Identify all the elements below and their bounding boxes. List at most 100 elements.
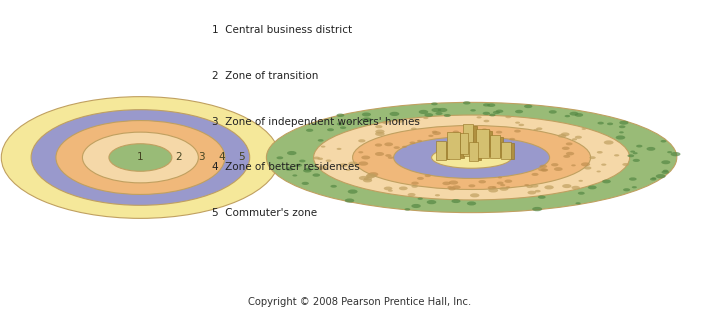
Circle shape bbox=[109, 144, 172, 171]
Circle shape bbox=[56, 121, 225, 194]
Circle shape bbox=[375, 129, 384, 134]
Circle shape bbox=[629, 177, 636, 181]
Circle shape bbox=[375, 143, 382, 147]
Circle shape bbox=[496, 110, 503, 113]
Circle shape bbox=[528, 191, 536, 194]
Circle shape bbox=[417, 140, 422, 142]
Circle shape bbox=[563, 155, 570, 158]
Circle shape bbox=[647, 147, 655, 151]
Bar bbox=[446, 142, 449, 159]
Circle shape bbox=[584, 166, 591, 169]
Circle shape bbox=[566, 142, 572, 145]
Circle shape bbox=[661, 160, 670, 164]
Bar bbox=[477, 129, 489, 158]
Bar bbox=[463, 124, 474, 156]
Circle shape bbox=[366, 173, 377, 178]
Circle shape bbox=[390, 112, 400, 116]
Circle shape bbox=[532, 207, 542, 211]
Text: 5: 5 bbox=[238, 152, 245, 163]
Ellipse shape bbox=[431, 147, 512, 168]
Circle shape bbox=[623, 188, 630, 191]
Circle shape bbox=[348, 162, 358, 166]
Circle shape bbox=[295, 164, 302, 167]
Circle shape bbox=[413, 119, 420, 122]
Circle shape bbox=[619, 131, 624, 133]
Bar bbox=[468, 134, 471, 153]
Circle shape bbox=[489, 114, 495, 117]
Circle shape bbox=[622, 163, 629, 166]
Circle shape bbox=[492, 111, 500, 114]
Circle shape bbox=[562, 184, 572, 188]
Ellipse shape bbox=[353, 125, 590, 189]
Bar bbox=[500, 137, 503, 157]
Circle shape bbox=[318, 139, 323, 142]
Circle shape bbox=[336, 148, 341, 150]
Circle shape bbox=[427, 200, 436, 204]
Circle shape bbox=[630, 151, 635, 153]
Text: 1  Central business district: 1 Central business district bbox=[212, 25, 353, 35]
Circle shape bbox=[287, 151, 297, 155]
Circle shape bbox=[487, 186, 496, 190]
Circle shape bbox=[575, 202, 581, 204]
Circle shape bbox=[361, 156, 370, 159]
Circle shape bbox=[578, 192, 585, 195]
Circle shape bbox=[636, 145, 642, 147]
Circle shape bbox=[531, 173, 539, 176]
Circle shape bbox=[582, 128, 586, 130]
Circle shape bbox=[477, 116, 482, 118]
Circle shape bbox=[572, 186, 580, 190]
Circle shape bbox=[558, 134, 567, 138]
Circle shape bbox=[424, 113, 433, 117]
Circle shape bbox=[539, 165, 547, 168]
Bar bbox=[511, 143, 513, 158]
Circle shape bbox=[498, 177, 502, 179]
Ellipse shape bbox=[314, 115, 629, 200]
Ellipse shape bbox=[266, 102, 677, 213]
Circle shape bbox=[411, 128, 417, 130]
Circle shape bbox=[299, 160, 305, 163]
Circle shape bbox=[604, 140, 613, 145]
Circle shape bbox=[505, 186, 510, 188]
Circle shape bbox=[325, 159, 331, 162]
Circle shape bbox=[453, 130, 459, 133]
Circle shape bbox=[633, 152, 638, 154]
Circle shape bbox=[485, 129, 491, 132]
Circle shape bbox=[470, 193, 480, 198]
Circle shape bbox=[469, 184, 475, 187]
Circle shape bbox=[436, 112, 443, 115]
Ellipse shape bbox=[394, 137, 549, 178]
Circle shape bbox=[336, 113, 344, 117]
Circle shape bbox=[327, 128, 334, 131]
Circle shape bbox=[492, 186, 497, 188]
Circle shape bbox=[500, 184, 505, 186]
Circle shape bbox=[549, 110, 557, 114]
Circle shape bbox=[399, 186, 408, 190]
Circle shape bbox=[541, 169, 548, 172]
Circle shape bbox=[538, 168, 546, 171]
Circle shape bbox=[627, 154, 634, 157]
Circle shape bbox=[82, 132, 199, 183]
Circle shape bbox=[431, 102, 438, 105]
Circle shape bbox=[276, 156, 283, 159]
Circle shape bbox=[544, 185, 554, 189]
Circle shape bbox=[31, 110, 250, 205]
Text: Copyright © 2008 Pearson Prentice Hall, Inc.: Copyright © 2008 Pearson Prentice Hall, … bbox=[248, 297, 472, 307]
Circle shape bbox=[362, 112, 371, 117]
Bar bbox=[436, 141, 446, 160]
Circle shape bbox=[358, 139, 366, 142]
Circle shape bbox=[432, 131, 441, 135]
Circle shape bbox=[454, 133, 464, 137]
Bar bbox=[488, 131, 492, 156]
Circle shape bbox=[417, 177, 424, 180]
Circle shape bbox=[431, 108, 441, 112]
Bar bbox=[460, 134, 464, 158]
Text: 3: 3 bbox=[198, 152, 205, 163]
Circle shape bbox=[541, 169, 547, 171]
Circle shape bbox=[306, 129, 313, 132]
Circle shape bbox=[487, 103, 495, 107]
Circle shape bbox=[348, 189, 358, 194]
Circle shape bbox=[384, 142, 393, 146]
Text: 2: 2 bbox=[175, 152, 182, 163]
Circle shape bbox=[375, 132, 384, 136]
Circle shape bbox=[470, 109, 476, 112]
